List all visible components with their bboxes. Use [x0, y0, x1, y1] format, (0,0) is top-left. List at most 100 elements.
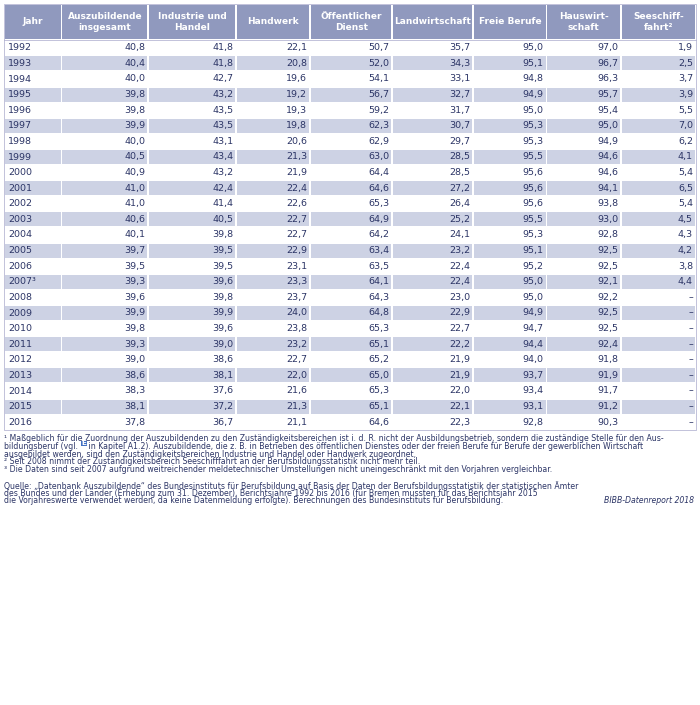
Text: 95,3: 95,3 [522, 231, 543, 240]
Text: 95,3: 95,3 [522, 121, 543, 130]
Text: 2002: 2002 [8, 200, 32, 208]
Bar [237, 135, 309, 148]
Text: 94,7: 94,7 [522, 324, 543, 333]
Text: 39,9: 39,9 [124, 121, 145, 130]
Text: 22,4: 22,4 [286, 184, 307, 192]
Bar [393, 5, 473, 39]
Bar [80, 441, 87, 446]
Text: 95,6: 95,6 [522, 200, 543, 208]
Bar [149, 369, 235, 382]
Bar [149, 135, 235, 148]
Text: 92,2: 92,2 [597, 293, 618, 302]
Bar [622, 72, 695, 86]
Bar [5, 400, 61, 414]
Bar [149, 228, 235, 242]
Text: 40,1: 40,1 [124, 231, 145, 240]
Bar [237, 5, 309, 39]
Bar [547, 41, 620, 55]
Text: 90,3: 90,3 [597, 417, 618, 427]
Bar [547, 244, 620, 257]
Bar [311, 275, 391, 289]
Bar [62, 228, 147, 242]
Text: 2000: 2000 [8, 168, 32, 177]
Text: 2013: 2013 [8, 371, 32, 380]
Text: 38,1: 38,1 [124, 402, 145, 411]
Text: 31,7: 31,7 [449, 106, 470, 115]
Text: 39,8: 39,8 [124, 106, 145, 115]
Text: 21,9: 21,9 [449, 371, 470, 380]
Bar [237, 212, 309, 226]
Bar [622, 103, 695, 117]
Text: 22,4: 22,4 [449, 262, 470, 271]
Text: 65,2: 65,2 [368, 355, 389, 364]
Bar [547, 228, 620, 242]
Text: 96,7: 96,7 [597, 59, 618, 68]
Text: 93,1: 93,1 [522, 402, 543, 411]
Text: 1993: 1993 [8, 59, 32, 68]
Text: 37,2: 37,2 [212, 402, 233, 411]
Bar [393, 259, 473, 274]
Bar [237, 119, 309, 133]
Bar [149, 352, 235, 367]
Text: 94,9: 94,9 [522, 309, 543, 317]
Text: E: E [81, 441, 86, 446]
Text: 63,0: 63,0 [368, 152, 389, 161]
Bar [311, 400, 391, 414]
Bar [622, 321, 695, 336]
Bar [62, 244, 147, 257]
Text: 43,5: 43,5 [212, 106, 233, 115]
Bar [62, 166, 147, 180]
Bar [622, 56, 695, 70]
Text: 1994: 1994 [8, 75, 32, 83]
Text: 21,3: 21,3 [286, 152, 307, 161]
Text: 65,3: 65,3 [368, 386, 389, 396]
Bar [62, 259, 147, 274]
Bar [622, 166, 695, 180]
Bar [237, 197, 309, 211]
Text: 42,4: 42,4 [212, 184, 233, 192]
Bar [622, 41, 695, 55]
Bar [547, 290, 620, 305]
Bar [393, 400, 473, 414]
Text: 5,5: 5,5 [678, 106, 693, 115]
Text: bildungsberuf (vgl.: bildungsberuf (vgl. [4, 442, 80, 450]
Bar [237, 166, 309, 180]
Bar [62, 87, 147, 102]
Bar [237, 228, 309, 242]
Text: 19,2: 19,2 [286, 90, 307, 99]
Text: 94,4: 94,4 [522, 340, 543, 349]
Bar [237, 337, 309, 351]
Text: 95,0: 95,0 [522, 106, 543, 115]
Bar [311, 181, 391, 195]
Bar [622, 197, 695, 211]
Text: 92,5: 92,5 [597, 324, 618, 333]
Bar [149, 150, 235, 164]
Text: Öffentlicher
Dienst: Öffentlicher Dienst [321, 12, 382, 32]
Text: 38,3: 38,3 [124, 386, 145, 396]
Text: Seeschiff-
fahrt²: Seeschiff- fahrt² [634, 12, 684, 32]
Bar [393, 56, 473, 70]
Text: 2011: 2011 [8, 340, 32, 349]
Bar [393, 306, 473, 320]
Text: 39,9: 39,9 [212, 309, 233, 317]
Text: –: – [688, 371, 693, 380]
Bar [62, 197, 147, 211]
Bar [4, 4, 696, 430]
Bar [62, 369, 147, 382]
Bar [149, 400, 235, 414]
Text: 32,7: 32,7 [449, 90, 470, 99]
Text: 21,3: 21,3 [286, 402, 307, 411]
Text: Quelle: „Datenbank Auszubildende“ des Bundesinstituts für Berufsbildung auf Basi: Quelle: „Datenbank Auszubildende“ des Bu… [4, 481, 578, 491]
Bar [474, 166, 545, 180]
Bar [474, 150, 545, 164]
Text: 94,9: 94,9 [597, 137, 618, 146]
Bar [62, 135, 147, 148]
Text: 2012: 2012 [8, 355, 32, 364]
Text: 95,0: 95,0 [597, 121, 618, 130]
Bar [474, 275, 545, 289]
Bar [474, 306, 545, 320]
Bar [547, 337, 620, 351]
Bar [547, 119, 620, 133]
Bar [622, 290, 695, 305]
Bar [393, 337, 473, 351]
